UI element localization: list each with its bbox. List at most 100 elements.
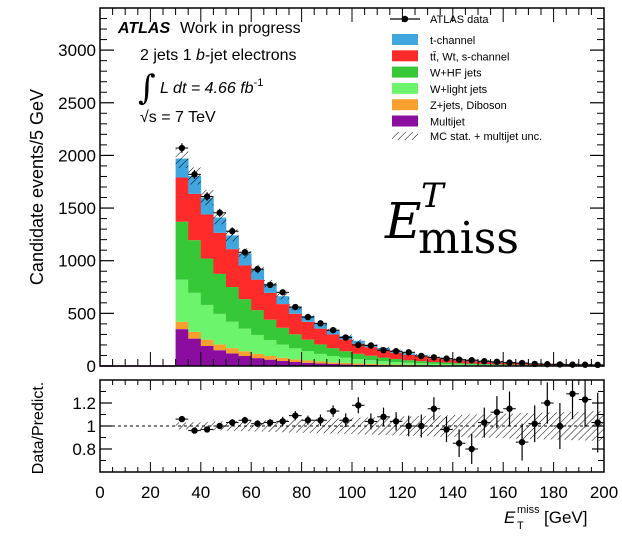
ratio-y-tick-label: 0.8 [72,440,96,459]
data-point [393,348,399,354]
data-point [292,304,298,310]
bar-multijet [239,356,252,366]
bar-wlight [377,361,390,364]
status-label: Work in progress [180,20,301,37]
ratio-point [443,426,449,432]
ratio-point [242,417,248,423]
x-tick-label: 40 [191,483,210,502]
bar-zdiboson [352,363,365,364]
data-point [204,193,210,199]
ratio-point [330,408,336,414]
ratio-point [229,419,235,425]
bar-ttbar [251,280,264,311]
data-point [380,347,386,353]
bar-wlight [415,363,428,365]
bar-whf [276,328,289,345]
bar-whf [188,240,201,293]
bar-ttbar [339,339,352,351]
bar-multijet [276,361,289,366]
energy-label: √s = 7 TeV [140,109,216,126]
bar-whf [213,274,226,314]
data-point [443,355,449,361]
bar-zdiboson [289,359,302,362]
data-point [191,171,197,177]
bar-wlight [264,340,277,356]
legend-swatch-ttbar [392,50,418,61]
bar-multijet [213,350,226,366]
bar-whf [251,310,264,335]
data-point [217,210,223,216]
bar-wlight [327,356,340,362]
data-point [456,356,462,362]
selection-label: 2 jets 1 b-jet electrons [140,47,297,64]
bar-whf [176,222,189,280]
legend-label-zdiboson: Z+jets, Diboson [430,100,507,112]
bar-ttbar [226,249,239,287]
stacked-histogram [100,159,604,366]
lumi-text: L dt = 4.66 fb [160,80,254,97]
bar-zdiboson [213,344,226,350]
data-point [595,362,601,368]
bar-whf [314,344,327,353]
uncertainty-hatch [352,339,365,342]
data-point [406,349,412,355]
selection-suffix: -jet electrons [205,47,297,64]
main-y-tick-label: 0 [87,357,96,376]
bar-wlight [365,360,378,364]
legend-data-marker [402,16,408,22]
bar-ttbar [289,314,302,335]
data-point [469,357,475,363]
observable-base: E [384,192,422,250]
data-point [343,334,349,340]
bar-whf [377,358,390,362]
bar-ttbar [239,265,252,299]
legend-unc-label: MC stat. + multijet unc. [430,131,542,143]
data-point [242,249,248,255]
ratio-y-axis-label: Data/Predict. [30,382,47,474]
legend-label-tchannel: t-channel [430,35,475,47]
bar-whf [440,363,453,364]
main-y-tick-label: 1500 [58,199,96,218]
x-tick-label: 200 [590,483,618,502]
bar-zdiboson [377,364,390,365]
legend-label-whf: W+HF jets [430,68,482,80]
bar-multijet [188,339,201,366]
observable-sub: miss [418,213,519,264]
main-y-tick-label: 500 [68,304,96,323]
ratio-point [494,409,500,415]
bar-multijet [201,346,214,366]
ratio-point [532,421,538,427]
lumi-exponent: -1 [254,77,264,89]
data-point [494,359,500,365]
ratio-point [292,412,298,418]
legend-swatch-zdiboson [392,99,418,110]
x-tick-label: 140 [439,483,467,502]
bar-wlight [402,363,415,365]
data-point [179,145,185,151]
bar-zdiboson [365,364,378,365]
legend-label-wlight: W+light jets [430,84,488,96]
data-point [229,228,235,234]
data-point [267,282,273,288]
legend-swatch-wlight [392,83,418,94]
bar-wlight [314,354,327,362]
data-point [330,327,336,333]
ratio-point [456,440,462,446]
data-point [368,342,374,348]
data-point [305,314,311,320]
bar-whf [289,334,302,348]
bar-zdiboson [239,351,252,356]
data-point [355,342,361,348]
bar-ttbar [402,355,415,360]
x-tick-label: 80 [292,483,311,502]
ratio-point [191,427,197,433]
bar-wlight [239,329,252,352]
bar-zdiboson [327,362,340,364]
bar-zdiboson [302,361,315,363]
data-point [280,289,286,295]
bar-wlight [339,358,352,363]
bar-zdiboson [188,332,201,339]
bar-whf [465,364,478,365]
ratio-point [217,423,223,429]
